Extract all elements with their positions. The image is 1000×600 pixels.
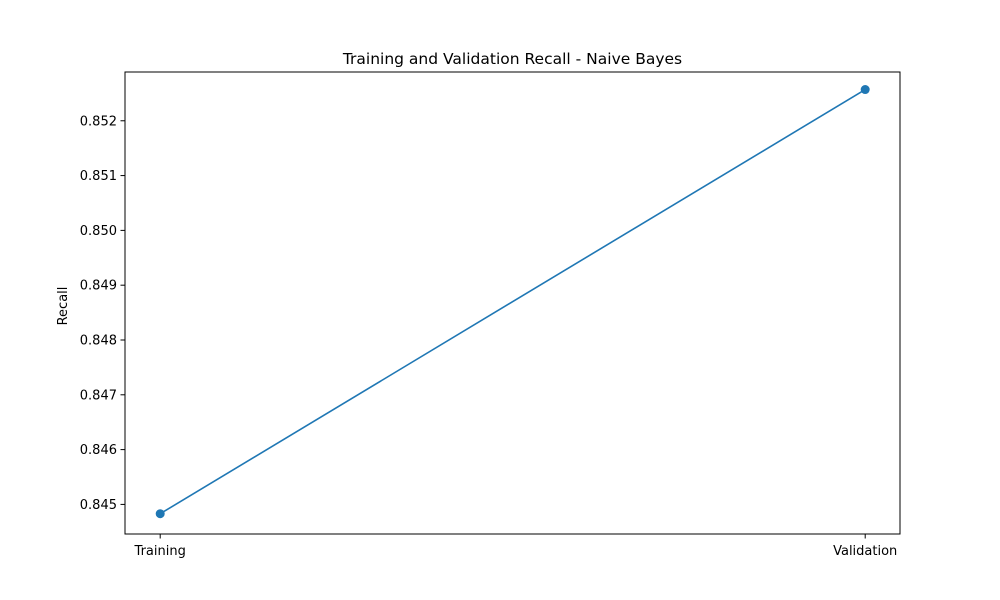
x-axis-ticks: Training Validation: [134, 534, 897, 559]
data-point: [860, 85, 870, 95]
y-tick-label: 0.848: [80, 333, 117, 348]
y-axis-ticks: 0.845 0.846 0.847 0.848 0.849 0.850 0.851 0.852: [80, 114, 125, 513]
y-tick-label: 0.851: [80, 169, 117, 184]
series-line: [159, 88, 866, 515]
series-layer: [155, 85, 870, 519]
y-axis-label-group: Recall: [56, 287, 71, 326]
y-tick-label: 0.850: [80, 224, 117, 239]
y-axis-label: Recall: [56, 287, 71, 326]
x-tick-label: Training: [134, 544, 186, 559]
y-tick-label: 0.847: [80, 388, 117, 403]
y-tick-label: 0.846: [80, 443, 117, 458]
y-tick-label: 0.845: [80, 498, 117, 513]
y-tick-label: 0.852: [80, 114, 117, 129]
x-tick-label: Validation: [833, 544, 897, 559]
chart-title: Training and Validation Recall - Naive B…: [342, 50, 682, 68]
data-point: [155, 509, 165, 519]
plot-area-frame: [124, 71, 901, 535]
y-tick-label: 0.849: [80, 279, 117, 294]
